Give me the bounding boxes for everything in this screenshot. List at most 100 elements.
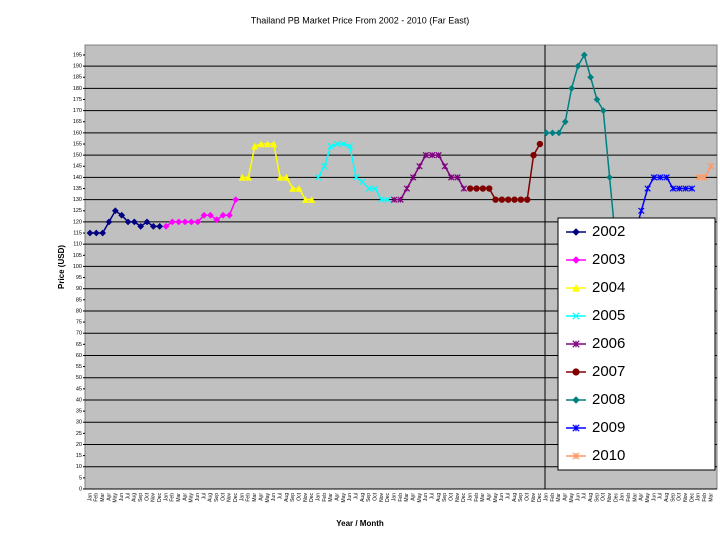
x-tick-label: Mar (176, 493, 182, 502)
data-point (86, 229, 94, 237)
data-point (701, 174, 708, 181)
data-point (593, 96, 601, 103)
x-tick-label: Jul (353, 493, 359, 499)
x-tick-label: Nov (607, 493, 613, 502)
data-point (118, 211, 126, 219)
legend-label: 2002 (592, 223, 625, 240)
x-tick-label: Jun (271, 493, 277, 501)
x-tick-label: May (265, 493, 271, 503)
y-tick-label: 45 (76, 386, 82, 392)
y-tick-label: 75 (76, 320, 82, 326)
data-point (200, 211, 208, 219)
x-tick-label: Nov (379, 493, 385, 502)
data-point (213, 216, 221, 224)
data-point (162, 223, 170, 230)
x-tick-label: Feb (474, 493, 480, 502)
x-tick-label: Jul (277, 493, 283, 499)
x-tick-label: Jul (430, 493, 436, 499)
x-tick-label: Sep (138, 493, 144, 502)
y-tick-label: 120 (73, 219, 82, 225)
data-point (517, 196, 525, 203)
data-point (447, 174, 455, 181)
x-tick-label: Apr (334, 493, 340, 501)
data-point (409, 174, 417, 181)
x-tick-label: Jan (163, 493, 169, 501)
data-point (574, 62, 582, 70)
data-point (435, 151, 442, 159)
x-tick-label: Feb (626, 493, 632, 502)
x-tick-label: Jan (87, 493, 93, 501)
x-tick-label: Aug (132, 493, 138, 502)
data-point (327, 143, 335, 150)
legend-marker (572, 228, 580, 236)
x-tick-label: Jun (195, 493, 201, 501)
x-tick-label: Feb (550, 493, 556, 502)
data-point (99, 229, 107, 237)
x-tick-label: Nov (227, 493, 233, 502)
data-point (232, 196, 240, 204)
data-point (308, 195, 316, 203)
y-tick-label: 125 (73, 208, 82, 214)
data-point (505, 196, 512, 203)
x-tick-label: Jul (506, 493, 512, 499)
legend-label: 2006 (592, 335, 625, 352)
data-point (473, 185, 480, 192)
data-point (302, 195, 309, 203)
data-point (669, 185, 677, 192)
data-point (650, 174, 658, 181)
x-tick-label: Feb (246, 493, 252, 502)
x-tick-label: Dec (689, 493, 695, 502)
x-tick-label: Dec (309, 493, 315, 502)
data-point (657, 174, 664, 181)
x-tick-label: Dec (385, 493, 391, 502)
data-point (561, 118, 569, 126)
data-point (289, 184, 297, 192)
data-point (384, 196, 392, 203)
y-tick-label: 140 (73, 175, 82, 181)
x-tick-label: May (189, 493, 195, 503)
x-tick-label: Mar (100, 493, 106, 502)
data-point (251, 142, 259, 150)
data-point (314, 174, 322, 181)
x-tick-label: Jan (544, 493, 550, 501)
data-point (403, 185, 411, 192)
legend-marker (572, 424, 580, 432)
x-tick-label: Jun (119, 493, 125, 501)
x-tick-label: May (645, 493, 651, 503)
x-tick-label: Mar (632, 493, 638, 502)
x-tick-label: Jan (468, 493, 474, 501)
y-tick-label: 130 (73, 197, 82, 203)
data-point (644, 185, 651, 192)
data-point (428, 151, 436, 159)
x-tick-label: Dec (157, 493, 163, 502)
y-tick-label: 30 (76, 420, 82, 426)
data-point (194, 218, 202, 226)
legend-label: 2009 (592, 419, 625, 436)
x-tick-label: Oct (677, 492, 683, 500)
data-point (587, 73, 594, 81)
data-point (486, 185, 493, 192)
data-point (416, 163, 423, 170)
x-tick-label: Apr (411, 493, 417, 501)
legend-marker (572, 283, 580, 292)
y-tick-label: 85 (76, 297, 82, 303)
data-point (105, 218, 113, 226)
data-point (219, 211, 227, 219)
x-tick-label: Jul (201, 493, 207, 499)
data-point (606, 174, 613, 181)
data-point (511, 196, 518, 203)
y-tick-label: 50 (76, 375, 82, 381)
legend-label: 2005 (592, 307, 625, 324)
x-tick-label: May (493, 493, 499, 503)
legend-marker (572, 256, 580, 264)
x-tick-label: Feb (702, 493, 708, 502)
legend-marker (572, 368, 580, 376)
x-tick-label: Jul (125, 493, 131, 499)
x-tick-label: Aug (588, 493, 594, 502)
x-tick-label: Apr (106, 493, 112, 501)
x-tick-label: Aug (360, 493, 366, 502)
x-tick-label: Nov (531, 493, 537, 502)
data-point (479, 185, 487, 192)
y-tick-label: 160 (73, 130, 82, 136)
